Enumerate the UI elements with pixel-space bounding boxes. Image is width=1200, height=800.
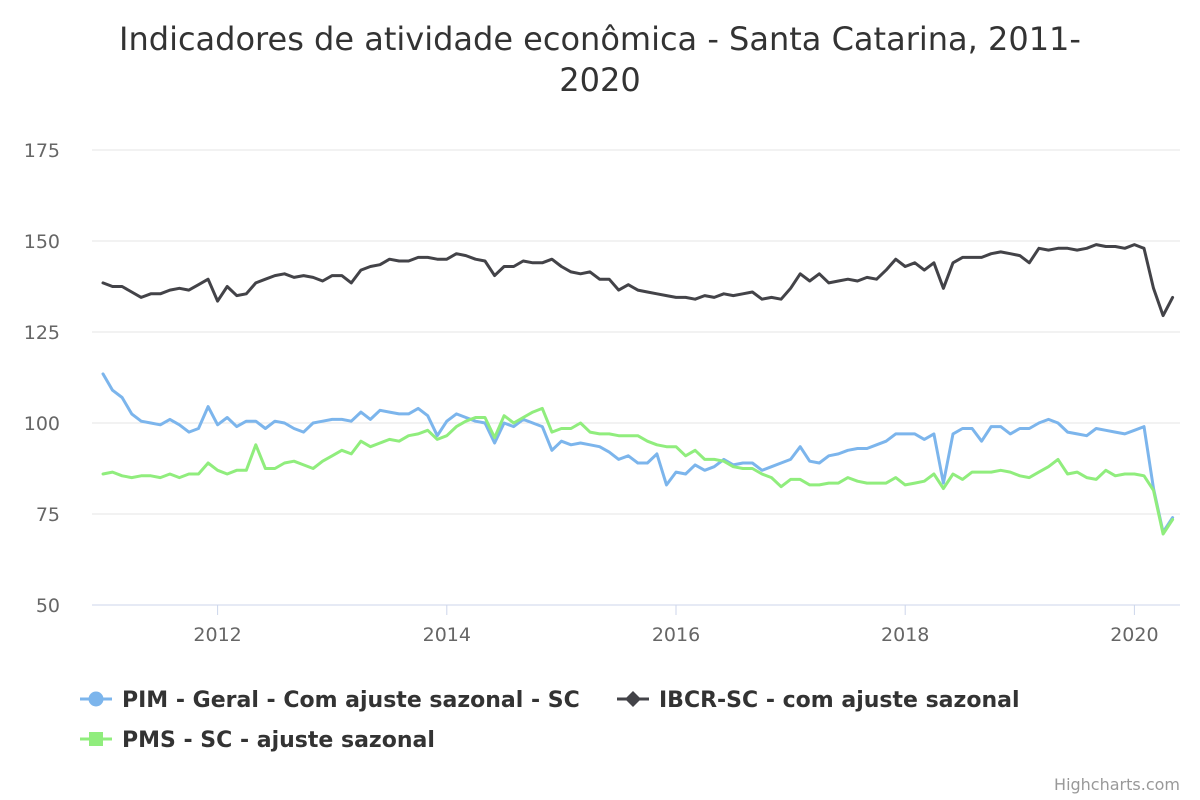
legend-square-icon [89, 732, 103, 746]
series-line-1[interactable] [101, 372, 1175, 534]
chart-title-line-2: 2020 [559, 61, 640, 99]
x-tick-label: 2020 [1110, 624, 1158, 646]
y-axis-tick-labels: 50 75 100 125 150 175 [24, 140, 60, 617]
x-axis-ticks: 2012 2014 2016 2018 2020 [193, 605, 1159, 646]
y-tick-label: 150 [24, 231, 60, 253]
legend-circle-icon [88, 691, 104, 707]
legend-item-3[interactable]: PMS - SC - ajuste sazonal [80, 728, 435, 753]
y-tick-label: 75 [36, 504, 60, 526]
x-tick-label: 2016 [652, 624, 700, 646]
legend-item-1[interactable]: PIM - Geral - Com ajuste sazonal - SC [80, 688, 580, 713]
y-tick-label: 175 [24, 140, 60, 162]
y-tick-label: 125 [24, 322, 60, 344]
legend: PIM - Geral - Com ajuste sazonal - SC IBC… [80, 688, 1020, 753]
x-tick-label: 2018 [881, 624, 929, 646]
y-tick-label: 100 [24, 413, 60, 435]
legend-label: PIM - Geral - Com ajuste sazonal - SC [122, 688, 580, 713]
chart-title-line-1: Indicadores de atividade econômica - San… [119, 20, 1081, 58]
legend-diamond-icon [625, 691, 641, 707]
x-tick-label: 2012 [193, 624, 241, 646]
y-tick-label: 50 [36, 595, 60, 617]
series-line-3[interactable] [101, 406, 1175, 536]
legend-label: IBCR-SC - com ajuste sazonal [659, 688, 1020, 713]
x-tick-label: 2014 [423, 624, 471, 646]
grid-lines [92, 149, 1180, 515]
credits-link[interactable]: Highcharts.com [1054, 775, 1180, 794]
legend-label: PMS - SC - ajuste sazonal [122, 728, 435, 753]
legend-item-2[interactable]: IBCR-SC - com ajuste sazonal [617, 688, 1020, 713]
series-lines [101, 243, 1175, 536]
series-line-2[interactable] [101, 243, 1175, 318]
